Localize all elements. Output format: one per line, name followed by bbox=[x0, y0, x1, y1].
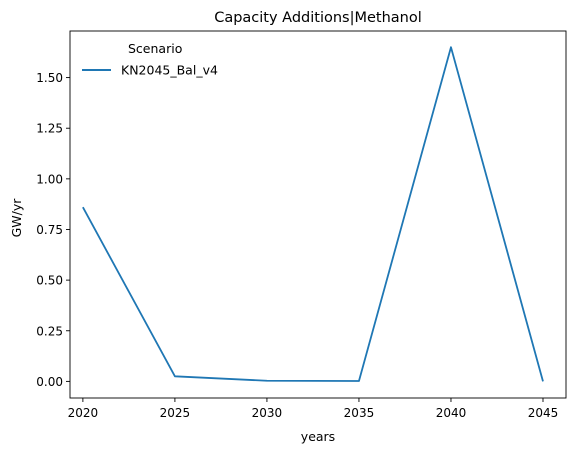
legend: Scenario KN2045_Bal_v4 bbox=[82, 41, 218, 78]
y-tick-label: 1.00 bbox=[36, 172, 63, 186]
y-tick-label: 0.50 bbox=[36, 274, 63, 288]
plot-area: 2020 2025 2030 2035 2040 2045 0.00 0.25 0.50 0.75… bbox=[36, 30, 567, 420]
legend-title: Scenario bbox=[128, 41, 182, 56]
x-tick-label: 2035 bbox=[344, 406, 375, 420]
x-tick-label: 2040 bbox=[436, 406, 467, 420]
chart-title: Capacity Additions|Methanol bbox=[214, 10, 422, 26]
axes-frame bbox=[69, 30, 567, 399]
y-tick-label: 0.75 bbox=[36, 223, 63, 237]
y-tick-label: 1.25 bbox=[36, 122, 63, 136]
y-tick-label: 0.00 bbox=[36, 375, 63, 389]
x-tick-label: 2030 bbox=[252, 406, 283, 420]
x-axis-label: years bbox=[301, 429, 335, 444]
y-tick-label: 1.50 bbox=[36, 71, 63, 85]
x-tick-label: 2020 bbox=[68, 406, 99, 420]
y-axis-label: GW/yr bbox=[9, 198, 24, 238]
series-line-0 bbox=[82, 46, 544, 382]
legend-series-label: KN2045_Bal_v4 bbox=[121, 63, 218, 78]
y-tick-label: 0.25 bbox=[36, 324, 63, 338]
x-tick-label: 2025 bbox=[160, 406, 191, 420]
x-tick-label: 2045 bbox=[528, 406, 559, 420]
